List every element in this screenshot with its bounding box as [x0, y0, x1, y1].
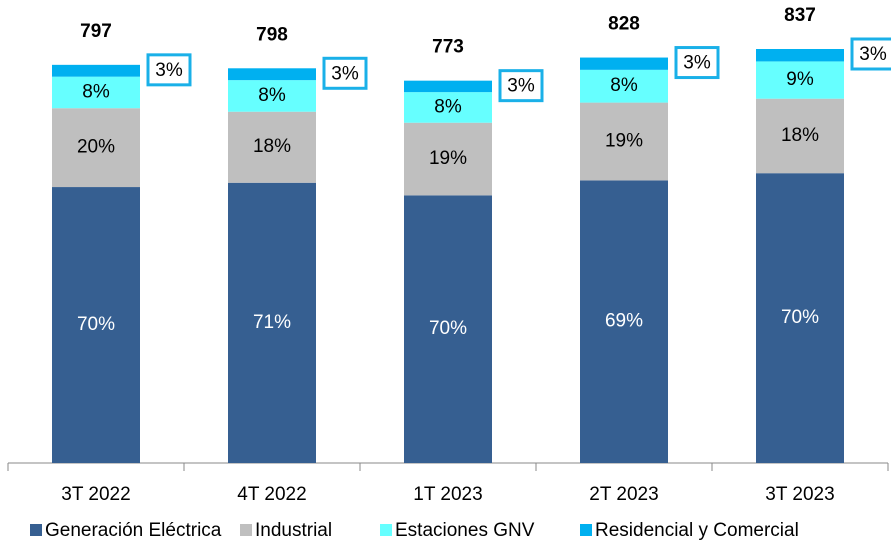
bar-segment [404, 122, 492, 196]
bar-segment [228, 80, 316, 112]
data-label: 20% [77, 137, 115, 158]
x-tick-label: 3T 2023 [765, 484, 834, 505]
data-label: 18% [781, 125, 819, 146]
legend-swatch [380, 524, 392, 536]
data-label: 19% [429, 148, 467, 169]
bar-segment [52, 187, 140, 463]
data-label: 8% [258, 85, 286, 106]
data-label: 3% [683, 53, 711, 74]
data-label: 9% [786, 69, 814, 90]
bar-segment [52, 108, 140, 188]
data-label: 70% [77, 314, 115, 335]
bar-segment [756, 173, 844, 463]
bar-segment [756, 98, 844, 174]
legend-label: Generación Eléctrica [45, 520, 222, 541]
data-label: 3% [155, 60, 183, 81]
bar-segment [580, 69, 668, 103]
data-label: 18% [253, 136, 291, 157]
bar-segment [756, 61, 844, 99]
data-label: 8% [434, 96, 462, 117]
x-tick-label: 3T 2022 [61, 484, 130, 505]
bar-segment [404, 92, 492, 123]
data-label: 3% [331, 63, 359, 84]
label-box [850, 37, 891, 71]
bar-segment [52, 76, 140, 109]
data-label: 8% [82, 81, 110, 102]
total-label: 798 [256, 24, 288, 45]
label-box [322, 56, 368, 90]
bar-segment [228, 68, 316, 81]
legend-label: Residencial y Comercial [595, 520, 799, 541]
x-tick-label: 1T 2023 [413, 484, 482, 505]
label-box [146, 53, 192, 87]
bar-segment [404, 80, 492, 93]
x-tick-label: 4T 2022 [237, 484, 306, 505]
bar-segment [580, 180, 668, 463]
bar-segment [228, 182, 316, 463]
data-label: 70% [781, 307, 819, 328]
total-label: 837 [784, 5, 816, 26]
total-label: 828 [608, 14, 640, 35]
bar-segment [404, 195, 492, 464]
legend-swatch [30, 524, 42, 536]
data-label: 69% [605, 311, 643, 332]
data-label: 3% [859, 44, 887, 65]
bar-segment [756, 49, 844, 62]
legend-label: Estaciones GNV [395, 520, 535, 541]
bar-segment [228, 111, 316, 183]
legend-label: Industrial [255, 520, 332, 541]
data-label: 3% [507, 76, 535, 97]
bar-segment [580, 57, 668, 70]
label-box [498, 69, 544, 103]
data-label: 19% [605, 131, 643, 152]
x-tick-label: 2T 2023 [589, 484, 658, 505]
bar-segment [52, 64, 140, 77]
legend-swatch [580, 524, 592, 536]
bar-segment [580, 102, 668, 181]
data-label: 71% [253, 312, 291, 333]
total-label: 797 [80, 21, 112, 42]
label-box [674, 46, 720, 80]
legend-swatch [240, 524, 252, 536]
total-label: 773 [432, 37, 464, 58]
data-label: 70% [429, 318, 467, 339]
data-label: 8% [610, 75, 638, 96]
